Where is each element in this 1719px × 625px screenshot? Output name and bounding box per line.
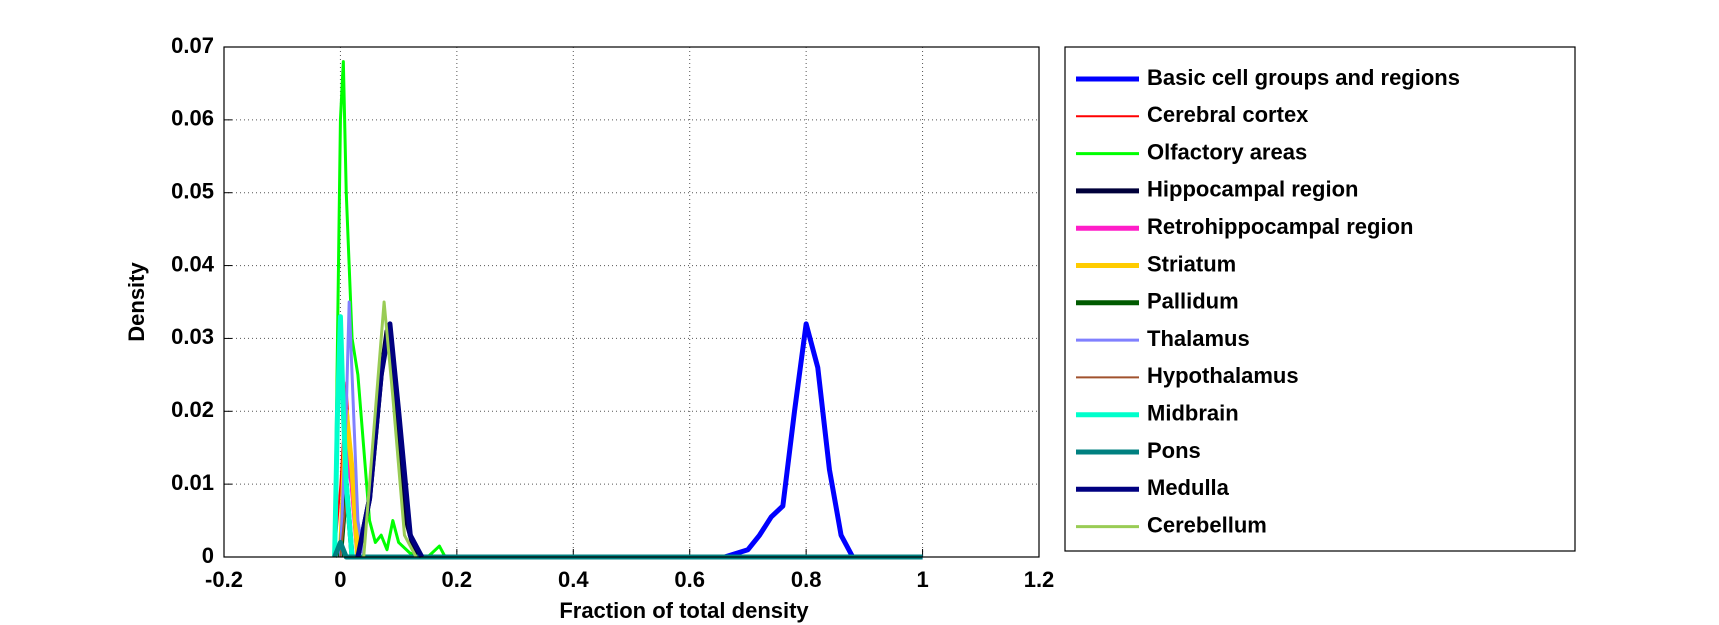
legend-label: Pallidum [1147,289,1239,314]
x-tick-label: 0.4 [558,567,589,592]
data-line [332,314,355,558]
x-tick-label: -0.2 [205,567,243,592]
x-tick-label: 0.8 [791,567,822,592]
x-tick-label: 1.2 [1024,567,1055,592]
legend-label: Midbrain [1147,401,1239,426]
x-tick-label: 0 [334,567,346,592]
legend-label: Striatum [1147,251,1236,276]
y-axis-label: Density [124,262,149,342]
legend-label: Cerebellum [1147,512,1267,537]
data-line [398,321,923,560]
y-tick-label: 0.03 [171,324,214,349]
y-tick-label: 0.01 [171,470,214,495]
plot-frame [223,46,1040,558]
y-tick-label: 0 [202,543,214,568]
legend-label: Retrohippocampal region [1147,214,1413,239]
legend-label: Medulla [1147,475,1230,500]
legend-label: Pons [1147,438,1201,463]
x-tick-label: 0.6 [674,567,705,592]
legend-label: Olfactory areas [1147,139,1307,164]
plot-area [224,47,1039,557]
legend-label: Thalamus [1147,326,1250,351]
legend-label: Cerebral cortex [1147,102,1309,127]
legend-label: Hypothalamus [1147,363,1299,388]
data-line [362,300,418,558]
y-tick-label: 0.02 [171,397,214,422]
y-tick-label: 0.05 [171,179,214,204]
x-tick-label: 1 [916,567,928,592]
legend-label: Basic cell groups and regions [1147,65,1460,90]
y-tick-label: 0.04 [171,251,215,276]
x-axis-label: Fraction of total density [559,598,809,623]
x-tick-label: 0.2 [442,567,473,592]
y-tick-label: 0.06 [171,106,214,131]
y-tick-label: 0.07 [171,33,214,58]
legend-label: Hippocampal region [1147,177,1358,202]
legend-box [1064,46,1576,552]
